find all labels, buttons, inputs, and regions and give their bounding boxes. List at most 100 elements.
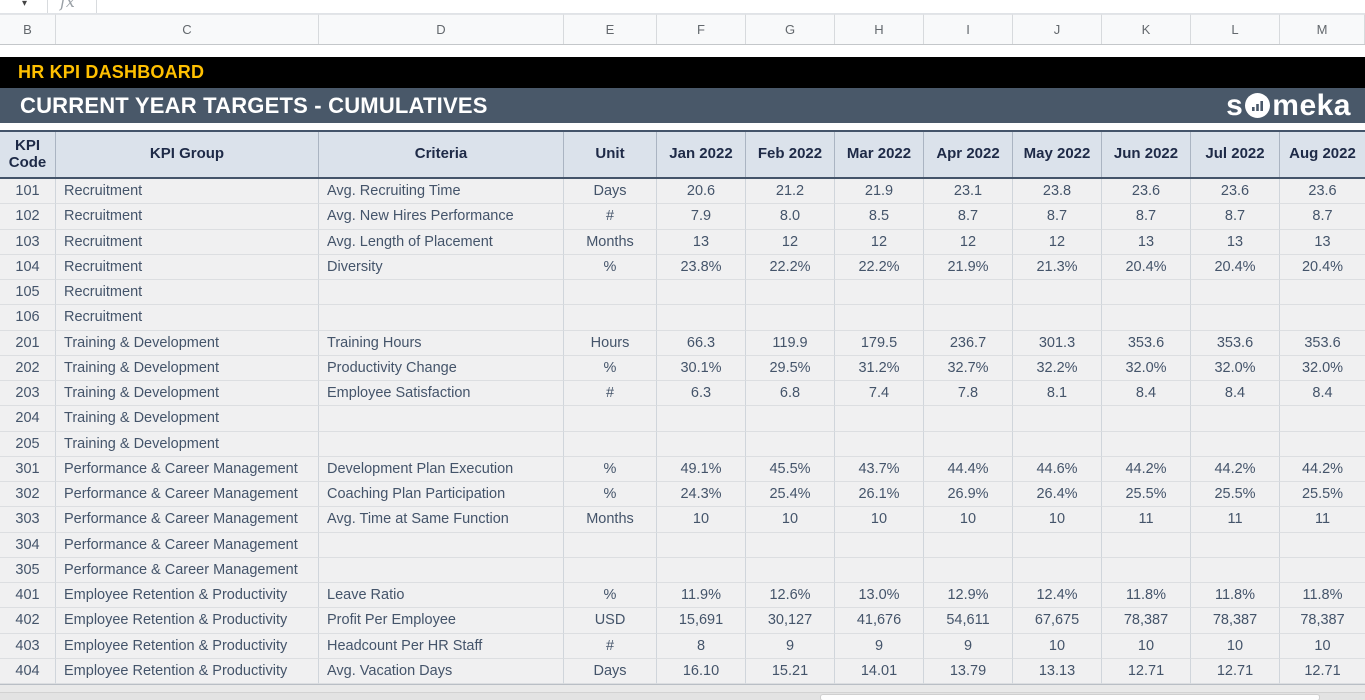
cell-month-value[interactable]: 31.2% [835,355,924,381]
cell-month-value[interactable]: 10 [1280,634,1365,659]
column-header-G[interactable]: G [746,14,835,44]
cell-month-value[interactable]: 32.7% [924,355,1013,381]
cell-month-value[interactable]: 20.4% [1191,254,1280,280]
cell-month-value[interactable] [1280,406,1365,432]
cell-month-value[interactable]: 78,387 [1102,608,1191,634]
cell-criteria[interactable] [319,532,564,558]
cell-month-value[interactable]: 10 [746,507,835,533]
cell-month-value[interactable]: 22.2% [835,254,924,280]
cell-month-value[interactable]: 20.6 [657,179,746,205]
column-header-I[interactable]: I [924,14,1013,44]
cell-criteria[interactable] [319,557,564,583]
cell-month-value[interactable]: 10 [1191,633,1280,659]
cell-month-value[interactable]: 9 [746,633,835,659]
cell-month-value[interactable]: 11 [1191,507,1280,533]
cell-unit[interactable]: Days [564,658,657,684]
cell-month-value[interactable]: 20.4% [1102,254,1191,280]
cell-month-value[interactable]: 13.79 [924,658,1013,684]
cell-criteria[interactable]: Development Plan Execution [319,456,564,482]
cell-month-value[interactable] [1191,406,1280,432]
cell-month-value[interactable]: 8.7 [1280,204,1365,230]
cell-unit[interactable]: % [564,583,657,609]
cell-unit[interactable] [564,280,657,306]
horizontal-scrollbar-thumb[interactable] [820,694,1320,700]
cell-unit[interactable]: % [564,355,657,381]
cell-criteria[interactable]: Avg. Time at Same Function [319,507,564,533]
cell-month-value[interactable]: 12 [746,229,835,255]
column-header-D[interactable]: D [319,14,564,44]
cell-unit[interactable] [564,406,657,432]
cell-month-value[interactable]: 15.21 [746,658,835,684]
cell-month-value[interactable] [924,431,1013,457]
cell-month-value[interactable] [746,305,835,331]
cell-kpi-code[interactable]: 301 [0,456,56,482]
cell-month-value[interactable]: 25.5% [1280,482,1365,508]
cell-month-value[interactable] [835,305,924,331]
cell-kpi-group[interactable]: Performance & Career Management [56,456,319,482]
cell-month-value[interactable]: 12.4% [1013,583,1102,609]
cell-month-value[interactable]: 25.4% [746,482,835,508]
cell-month-value[interactable]: 78,387 [1280,608,1365,634]
cell-kpi-group[interactable]: Recruitment [56,229,319,255]
cell-month-value[interactable]: 12.71 [1191,658,1280,684]
cell-kpi-code[interactable]: 202 [0,355,56,381]
cell-criteria[interactable]: Diversity [319,254,564,280]
cell-month-value[interactable] [746,431,835,457]
cell-unit[interactable]: % [564,482,657,508]
cell-month-value[interactable]: 21.9 [835,179,924,205]
cell-kpi-group[interactable]: Training & Development [56,406,319,432]
cell-unit[interactable]: # [564,204,657,230]
column-header-B[interactable]: B [0,14,56,44]
cell-month-value[interactable]: 7.9 [657,204,746,230]
cell-month-value[interactable]: 13 [1102,229,1191,255]
cell-month-value[interactable] [746,532,835,558]
cell-month-value[interactable]: 54,611 [924,608,1013,634]
cell-month-value[interactable] [835,280,924,306]
cell-month-value[interactable]: 21.2 [746,179,835,205]
cell-criteria[interactable]: Coaching Plan Participation [319,482,564,508]
cell-month-value[interactable]: 8.7 [1191,204,1280,230]
cell-criteria[interactable]: Productivity Change [319,355,564,381]
cell-month-value[interactable]: 66.3 [657,330,746,356]
cell-kpi-code[interactable]: 106 [0,305,56,331]
cell-unit[interactable]: Months [564,507,657,533]
cell-kpi-group[interactable]: Training & Development [56,355,319,381]
cell-kpi-code[interactable]: 201 [0,330,56,356]
cell-month-value[interactable]: 13 [657,229,746,255]
cell-kpi-group[interactable]: Performance & Career Management [56,507,319,533]
cell-unit[interactable] [564,305,657,331]
cell-month-value[interactable]: 8.7 [1013,204,1102,230]
cell-month-value[interactable]: 13 [1191,229,1280,255]
cell-month-value[interactable]: 23.6 [1102,179,1191,205]
column-header-L[interactable]: L [1191,14,1280,44]
cell-month-value[interactable] [924,406,1013,432]
cell-kpi-group[interactable]: Performance & Career Management [56,557,319,583]
cell-criteria[interactable]: Headcount Per HR Staff [319,633,564,659]
cell-month-value[interactable]: 23.8 [1013,179,1102,205]
cell-month-value[interactable] [1191,305,1280,331]
cell-kpi-group[interactable]: Recruitment [56,254,319,280]
cell-month-value[interactable] [657,305,746,331]
cell-month-value[interactable]: 12.71 [1102,658,1191,684]
cell-month-value[interactable]: 20.4% [1280,255,1365,280]
cell-month-value[interactable] [1013,305,1102,331]
cell-kpi-code[interactable]: 401 [0,583,56,609]
cell-month-value[interactable] [657,406,746,432]
cell-month-value[interactable]: 44.2% [1102,456,1191,482]
cell-month-value[interactable]: 15,691 [657,608,746,634]
cell-month-value[interactable]: 179.5 [835,330,924,356]
column-header-M[interactable]: M [1280,14,1365,44]
cell-month-value[interactable]: 32.0% [1191,355,1280,381]
cell-month-value[interactable] [657,431,746,457]
column-header-F[interactable]: F [657,14,746,44]
cell-month-value[interactable]: 29.5% [746,355,835,381]
cell-month-value[interactable] [835,532,924,558]
cell-kpi-code[interactable]: 103 [0,229,56,255]
cell-kpi-code[interactable]: 104 [0,254,56,280]
cell-month-value[interactable]: 16.10 [657,658,746,684]
cell-month-value[interactable]: 10 [1102,633,1191,659]
cell-criteria[interactable]: Avg. New Hires Performance [319,204,564,230]
cell-unit[interactable] [564,431,657,457]
cell-month-value[interactable] [924,532,1013,558]
cell-month-value[interactable]: 11.8% [1191,583,1280,609]
